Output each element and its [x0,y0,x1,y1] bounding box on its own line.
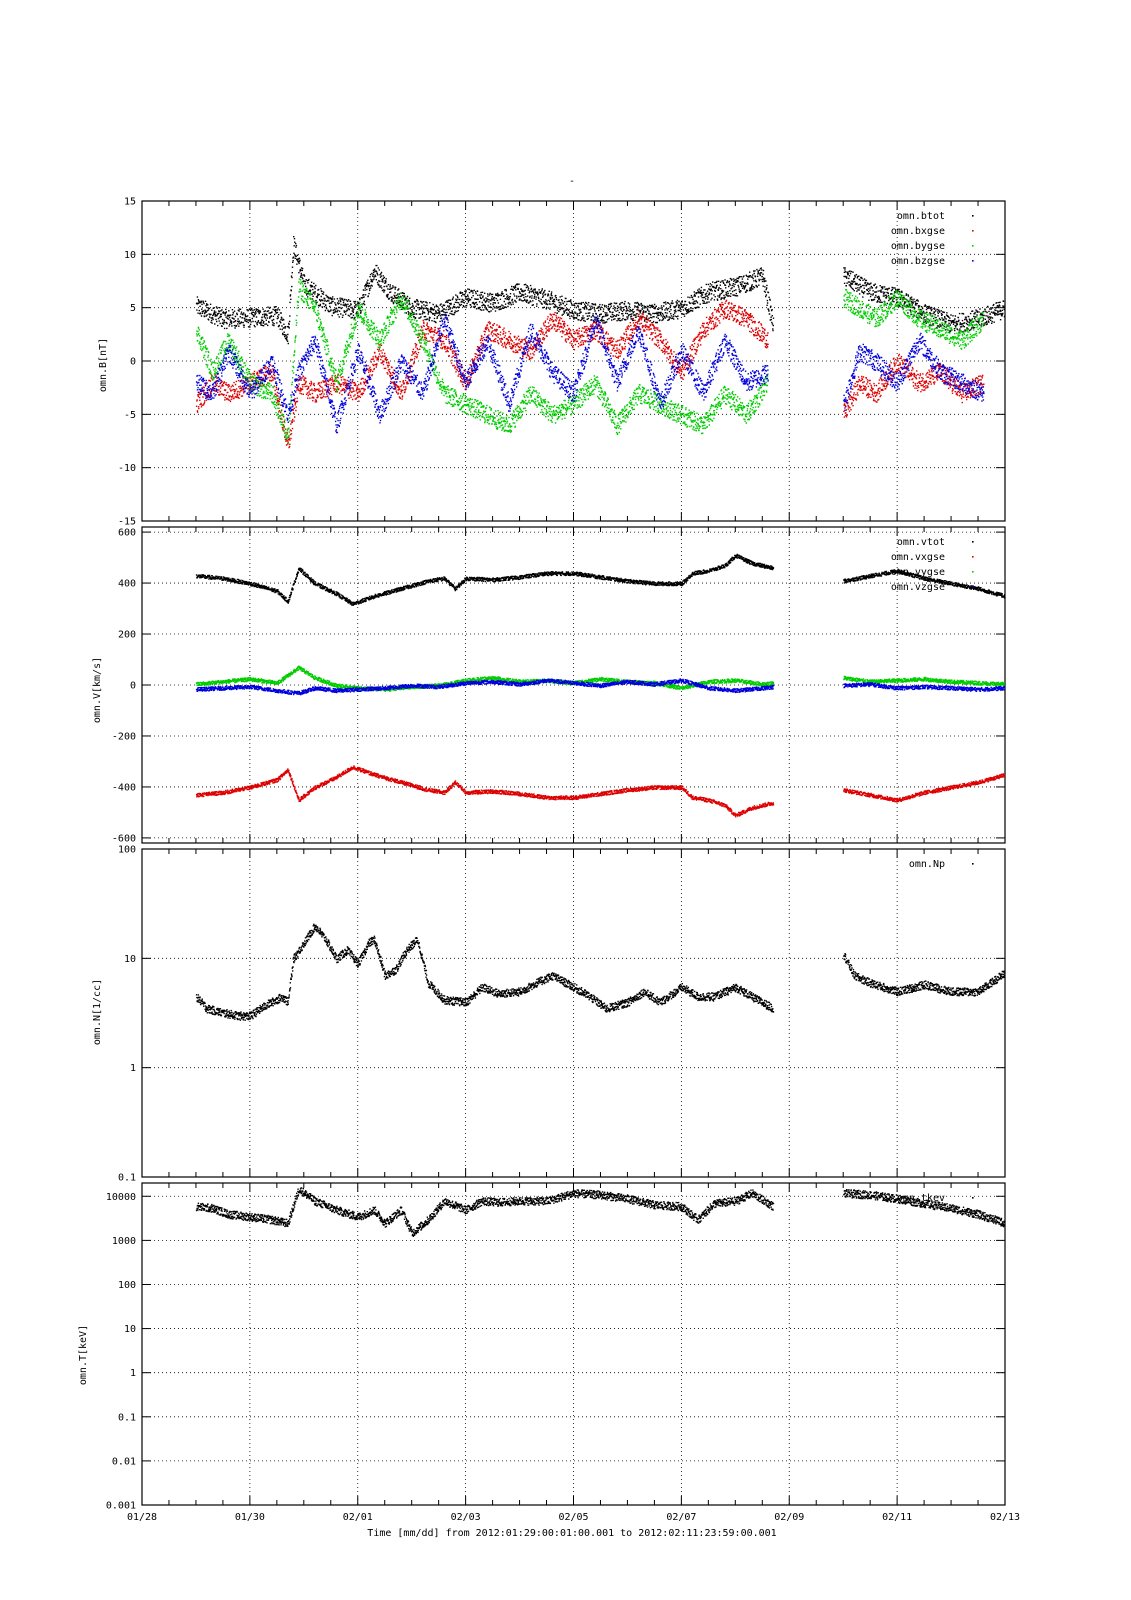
y-tick-label: 0.001 [106,1501,136,1512]
legend-marker [972,586,974,588]
series-omn-vxgse [195,765,1005,818]
x-axis-ticks: 01/28 01/30 02/01 02/03 02/05 02/07 02/09 02/11… [127,1512,1020,1523]
y-tick-label: 5 [130,303,136,314]
legend-entry: omn.bzgse [891,256,945,267]
y-axis-label: omn.T[keV] [78,1325,89,1385]
y-tick-label: 100 [118,845,136,856]
x-tick-label: 02/07 [666,1512,696,1523]
y-tick-label: 10 [124,250,136,261]
y-tick-label: 200 [118,630,136,641]
x-tick-label: 02/09 [774,1512,804,1523]
legend-marker [972,863,974,865]
legend-entry: omn.vzgse [891,582,945,593]
title-mark: - [569,176,575,187]
y-tick-label: -600 [112,833,136,844]
y-tick-label: -400 [112,782,136,793]
x-tick-label: 02/03 [451,1512,481,1523]
panel-temperature: omn.T[keV] 10000 1000 100 10 1 0.1 0.01 0.001 om… [78,1182,1006,1512]
series-omn-Np [195,923,1005,1021]
y-tick-label: 600 [118,528,136,539]
y-axis-label: omn.N[1/cc] [92,979,103,1045]
y-tick-label: 1000 [112,1236,136,1247]
y-tick-label: 0 [130,681,136,692]
y-tick-label: -200 [112,731,136,742]
legend-entry: omn.vxgse [891,552,945,563]
series-points [195,313,985,434]
y-tick-label: 1 [130,1368,136,1379]
y-tick-label: -5 [124,410,136,421]
legend-marker [972,571,974,573]
series-omn-vzgse [195,678,1005,696]
y-tick-label: 10 [124,954,136,965]
y-tick-label: 400 [118,579,136,590]
series-points [195,553,1005,606]
series-points [195,765,1005,818]
series-omn-vtot [195,553,1005,606]
x-tick-label: 01/30 [235,1512,265,1523]
series-points [195,665,1005,692]
series-omn-vygse [195,665,1005,692]
y-tick-label: 0.1 [118,1412,136,1423]
y-tick-label: 0.01 [112,1456,136,1467]
y-axis-label: omn.B[nT] [98,338,109,392]
series-points [195,1187,1005,1237]
y-tick-label: -10 [118,463,136,474]
x-tick-label: 02/11 [882,1512,912,1523]
series-omn-bxgse [195,299,985,449]
y-tick-label: 10000 [106,1192,136,1203]
series-points [195,678,1005,696]
legend-entry: omn.bygse [891,241,945,252]
y-tick-label: 1 [130,1063,136,1074]
panel-magnetic-field: omn.B[nT] 15 10 5 0 -5 -10 -15 omn.btot omn.bxgs… [98,197,1006,528]
y-tick-label: 10 [124,1324,136,1335]
legend-marker [972,1197,974,1199]
legend-entry: omn.Np [909,859,945,870]
x-tick-label: 02/13 [990,1512,1020,1523]
legend-entry: omn.tkev [897,1193,945,1204]
series-points [195,299,985,449]
y-tick-label: 0 [130,357,136,368]
series-omn-tkev [195,1187,1005,1237]
legend-marker [972,556,974,558]
panel-velocity: omn.V[km/s] 600 400 200 0 -200 -400 -600 omn.vt… [92,526,1006,844]
legend-marker [972,215,974,217]
x-tick-label: 01/28 [127,1512,157,1523]
legend-entry: omn.bxgse [891,226,945,237]
y-tick-label: 0.1 [118,1173,136,1184]
y-tick-label: 15 [124,197,136,208]
legend-marker [972,245,974,247]
legend-marker [972,230,974,232]
series-points [195,923,1005,1021]
legend-marker [972,541,974,543]
x-tick-label: 02/05 [558,1512,588,1523]
x-tick-label: 02/01 [343,1512,373,1523]
legend-marker [972,260,974,262]
legend-entry: omn.vygse [891,567,945,578]
panel-density: omn.N[1/cc] 100 10 1 0.1 omn.Np [92,845,1006,1184]
x-axis-label: Time [mm/dd] from 2012:01:29:00:01:00.00… [367,1528,776,1539]
y-axis-label: omn.V[km/s] [92,657,103,723]
series-omn-bzgse [195,313,985,434]
y-tick-label: 100 [118,1280,136,1291]
y-tick-label: -15 [118,517,136,528]
legend-entry: omn.btot [897,211,945,222]
legend-entry: omn.vtot [897,537,945,548]
